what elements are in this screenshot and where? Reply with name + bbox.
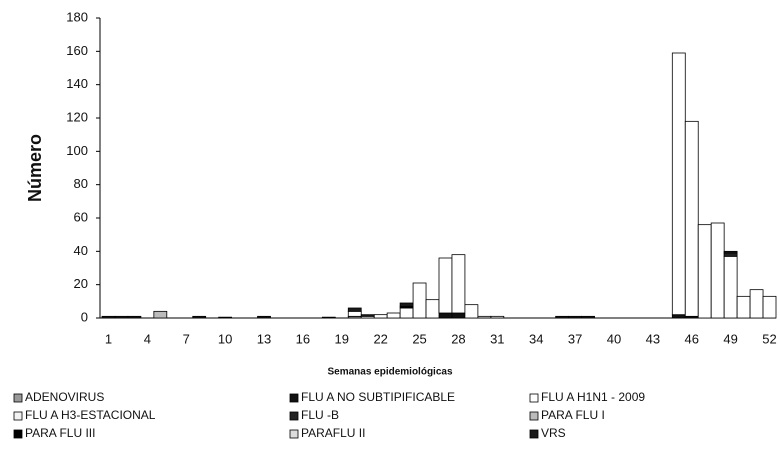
bar — [360, 314, 375, 317]
legend-swatch — [13, 429, 23, 439]
x-tick-label: 37 — [568, 331, 582, 346]
bar — [451, 312, 466, 319]
x-tick-label: 1 — [105, 331, 112, 346]
bar — [697, 224, 712, 319]
legend-swatch — [529, 429, 539, 439]
bar — [347, 310, 362, 317]
bar — [555, 315, 570, 319]
bar — [412, 282, 427, 319]
legend-label: FLU A H3-ESTACIONAL — [25, 408, 156, 422]
legend-label: FLU A H1N1 - 2009 — [541, 390, 645, 404]
bar — [399, 302, 414, 307]
legend-swatch — [13, 411, 23, 421]
bar — [762, 295, 777, 319]
x-tick-label: 10 — [218, 331, 232, 346]
bar — [710, 222, 725, 319]
bar — [736, 295, 751, 319]
x-tick-label: 46 — [685, 331, 699, 346]
y-tick-label: 180 — [66, 9, 88, 24]
legend-swatch — [529, 393, 539, 403]
bar — [477, 315, 492, 319]
y-tick-label: 140 — [66, 76, 88, 91]
legend-label: FLU A NO SUBTIPIFICABLE — [301, 390, 455, 404]
x-tick-label: 28 — [451, 331, 465, 346]
bar — [321, 316, 336, 319]
y-axis-title: Número — [25, 134, 45, 202]
legend-label: ADENOVIRUS — [25, 390, 104, 404]
legend-label: FLU -B — [301, 408, 339, 422]
bar — [749, 289, 764, 319]
x-tick-label: 19 — [335, 331, 349, 346]
legend-label: PARAFLU II — [301, 426, 365, 440]
bar — [438, 257, 453, 314]
bar — [257, 315, 271, 319]
y-tick-label: 100 — [66, 143, 88, 158]
y-tick-label: 60 — [74, 209, 88, 224]
bar — [399, 307, 414, 319]
x-tick-label: 7 — [183, 331, 190, 346]
bar — [425, 299, 440, 319]
x-tick-label: 4 — [144, 331, 151, 346]
x-tick-label: 52 — [762, 331, 776, 346]
bar — [101, 315, 116, 319]
y-tick-label: 40 — [74, 243, 88, 258]
x-tick-label: 49 — [723, 331, 737, 346]
legend-swatch — [289, 429, 299, 439]
bar — [451, 254, 466, 314]
bar — [373, 314, 388, 319]
y-tick-label: 120 — [66, 109, 88, 124]
bar — [723, 250, 738, 254]
bar — [723, 255, 738, 319]
bar — [386, 312, 401, 319]
legend-swatch — [289, 393, 299, 403]
bar — [671, 314, 686, 319]
y-tick-label: 20 — [74, 276, 88, 291]
bar — [114, 315, 129, 319]
bar — [218, 316, 233, 319]
bar — [127, 315, 142, 319]
x-tick-label: 43 — [646, 331, 660, 346]
y-tick-label: 80 — [74, 176, 88, 191]
bar — [671, 52, 686, 316]
y-tick-label: 0 — [81, 309, 88, 324]
bar — [438, 312, 453, 319]
legend-swatch — [289, 411, 299, 421]
bar — [153, 310, 168, 319]
legend-swatch — [529, 411, 539, 421]
bar — [347, 307, 362, 312]
x-tick-label: 34 — [529, 331, 543, 346]
legend-label: PARA FLU III — [25, 426, 95, 440]
bar — [192, 315, 207, 319]
bar — [723, 252, 738, 257]
x-axis-title: Semanas epidemiológicas — [327, 367, 452, 378]
bar — [581, 315, 595, 319]
legend-swatch — [13, 393, 23, 403]
x-tick-label: 16 — [296, 331, 310, 346]
bar — [568, 315, 582, 319]
legend-label: VRS — [541, 426, 566, 440]
x-tick-label: 40 — [607, 331, 621, 346]
x-tick-label: 13 — [257, 331, 271, 346]
x-tick-label: 31 — [490, 331, 504, 346]
bar — [490, 315, 505, 319]
x-tick-label: 25 — [412, 331, 426, 346]
bar — [684, 120, 699, 317]
bar — [464, 304, 479, 319]
x-tick-label: 22 — [373, 331, 387, 346]
y-tick-label: 160 — [66, 43, 88, 58]
legend-label: PARA FLU I — [541, 408, 605, 422]
